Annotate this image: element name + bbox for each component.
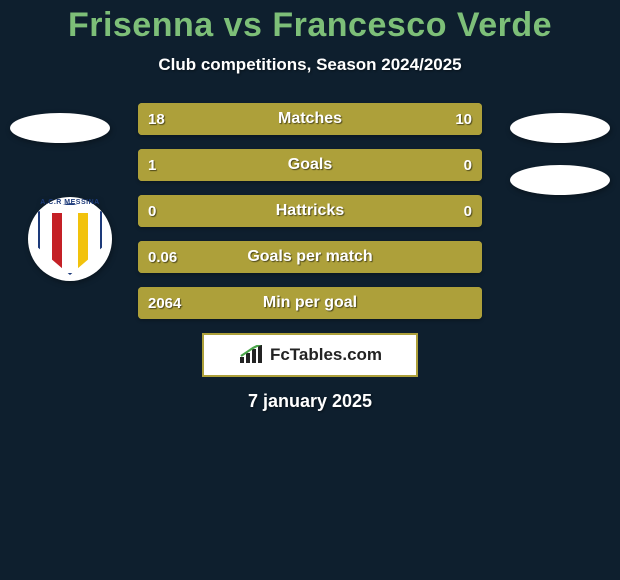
player-ellipse-right-2 xyxy=(510,165,610,195)
stat-value-right: 10 xyxy=(455,103,472,135)
stat-value-left: 2064 xyxy=(148,287,181,319)
stat-row: Matches1810 xyxy=(138,103,482,135)
stat-row: Min per goal2064 xyxy=(138,287,482,319)
stat-row: Goals per match0.06 xyxy=(138,241,482,273)
stat-fill-left xyxy=(138,287,482,319)
subtitle: Club competitions, Season 2024/2025 xyxy=(0,55,620,75)
page-title: Frisenna vs Francesco Verde xyxy=(0,0,620,45)
stat-fill-left xyxy=(138,103,358,135)
bars-icon xyxy=(238,345,266,365)
fctables-logo-text: FcTables.com xyxy=(270,345,382,365)
stat-row: Goals10 xyxy=(138,149,482,181)
stat-fill-left xyxy=(138,241,482,273)
stat-value-right: 0 xyxy=(464,149,472,181)
date-label: 7 january 2025 xyxy=(10,391,610,412)
stat-value-right: 0 xyxy=(464,195,472,227)
player-ellipse-right xyxy=(510,113,610,143)
club-badge: A.C.R MESSINA xyxy=(28,197,112,281)
stat-value-left: 0 xyxy=(148,195,156,227)
fctables-logo-box: FcTables.com xyxy=(202,333,418,377)
player-ellipse-left xyxy=(10,113,110,143)
stat-fill-left xyxy=(138,195,310,227)
stat-row: Hattricks00 xyxy=(138,195,482,227)
club-badge-text: A.C.R MESSINA xyxy=(28,199,112,206)
stat-value-left: 0.06 xyxy=(148,241,177,273)
stat-value-left: 18 xyxy=(148,103,165,135)
stat-value-left: 1 xyxy=(148,149,156,181)
stat-bars: Matches1810Goals10Hattricks00Goals per m… xyxy=(138,103,482,319)
stat-fill-left xyxy=(138,149,389,181)
content-area: A.C.R MESSINA Matches1810Goals10Hattrick… xyxy=(0,103,620,412)
